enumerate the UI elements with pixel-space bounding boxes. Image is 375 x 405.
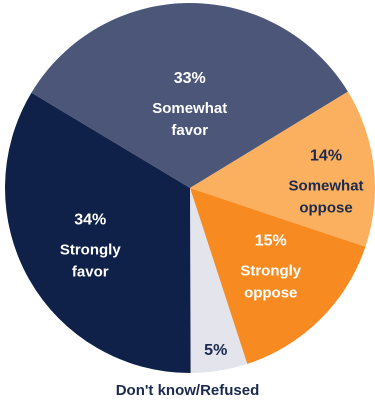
pie-slice-label-4-line-1: favor — [72, 264, 109, 281]
pie-slice-don-t-know-refused — [190, 188, 248, 373]
pie-slice-strongly-oppose — [190, 188, 366, 364]
dont-know-refused-label: Don't know/Refused — [115, 382, 260, 399]
pie-slice-somewhat-favor — [31, 2, 348, 188]
pie-pct-label-2: 15% — [255, 232, 287, 249]
pie-pct-label-3: 5% — [204, 342, 227, 359]
pie-slice-label-0-line-0: Somewhat — [152, 100, 227, 117]
pie-slice-label-1-line-1: oppose — [299, 200, 352, 217]
pie-pct-label-4: 34% — [74, 212, 106, 229]
pie-pct-label-0: 33% — [174, 70, 206, 87]
pie-slice-label-4-line-0: Strongly — [60, 242, 121, 259]
pie-slice-label-2-line-0: Strongly — [240, 262, 301, 279]
pie-slice-label-0-line-1: favor — [171, 122, 208, 139]
pie-slice-label-2-line-1: oppose — [244, 284, 297, 301]
pie-slice-somewhat-oppose — [190, 91, 375, 247]
pie-slice-label-1-line-0: Somewhat — [289, 178, 364, 195]
pie-pct-label-1: 14% — [310, 148, 342, 165]
pie-slice-strongly-favor — [5, 92, 191, 373]
